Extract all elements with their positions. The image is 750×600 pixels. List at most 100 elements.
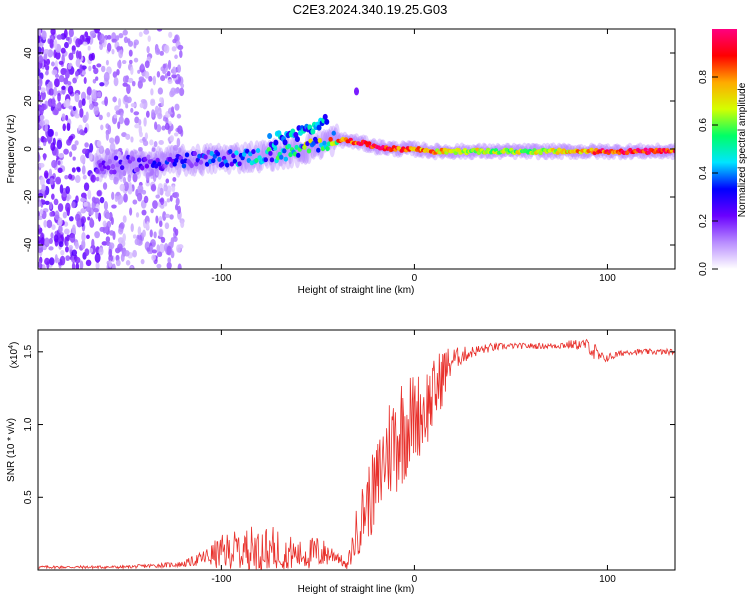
- noise-speckle: [173, 132, 179, 137]
- noise-speckle: [55, 51, 61, 60]
- ridge-core: [251, 149, 256, 155]
- spectrogram-x-label: Height of straight line (km): [298, 285, 415, 296]
- ridge-core: [266, 147, 272, 153]
- ridge-halo: [191, 156, 198, 177]
- noise-speckle: [133, 57, 139, 63]
- ridge-core: [317, 138, 323, 144]
- noise-speckle: [71, 262, 76, 269]
- noise-speckle: [38, 141, 41, 147]
- ridge-core: [116, 167, 122, 173]
- noise-speckle: [89, 217, 94, 225]
- noise-speckle: [42, 30, 47, 41]
- noise-speckle: [133, 149, 138, 154]
- ridge-core: [286, 143, 292, 149]
- noise-speckle: [38, 35, 41, 44]
- noise-speckle: [144, 132, 149, 140]
- noise-speckle: [99, 196, 105, 204]
- noise-speckle: [63, 148, 69, 155]
- noise-speckle: [171, 46, 177, 52]
- ridge-core: [325, 146, 330, 152]
- noise-speckle: [104, 96, 108, 107]
- noise-speckle: [126, 96, 132, 104]
- noise-speckle: [45, 83, 50, 93]
- noise-speckle: [160, 75, 166, 82]
- noise-speckle: [156, 244, 160, 253]
- noise-speckle: [142, 229, 146, 238]
- ridge-core: [135, 167, 140, 173]
- noise-speckle: [102, 220, 107, 228]
- noise-speckle: [134, 238, 140, 246]
- noise-speckle: [38, 137, 41, 143]
- noise-speckle: [81, 231, 86, 242]
- noise-speckle: [147, 35, 151, 43]
- noise-speckle: [176, 244, 181, 253]
- x-tick-label: 0: [412, 574, 418, 585]
- noise-speckle: [140, 259, 145, 265]
- noise-speckle: [59, 255, 66, 266]
- noise-speckle: [111, 191, 115, 200]
- noise-speckle: [88, 151, 93, 161]
- noise-speckle: [99, 33, 105, 44]
- noise-speckle: [66, 122, 71, 132]
- noise-speckle: [46, 219, 53, 229]
- ridge-core: [283, 156, 289, 162]
- noise-speckle: [120, 253, 125, 262]
- ridge-core: [231, 153, 236, 159]
- noise-speckle: [99, 43, 104, 51]
- noise-speckle: [64, 114, 69, 121]
- ridge-core: [115, 162, 120, 168]
- noise-speckle: [48, 88, 55, 96]
- noise-speckle: [170, 250, 175, 259]
- ridge-core: [198, 159, 204, 165]
- noise-speckle: [103, 71, 110, 82]
- noise-speckle: [76, 167, 81, 173]
- spectrogram-y-label: Frequency (Hz): [6, 115, 17, 184]
- noise-speckle: [153, 231, 157, 239]
- noise-speckle: [159, 187, 164, 196]
- noise-speckle: [74, 175, 81, 184]
- noise-speckle: [177, 147, 182, 154]
- noise-speckle: [176, 137, 181, 148]
- noise-speckle: [72, 105, 77, 112]
- noise-speckle: [86, 35, 91, 42]
- ridge-core: [288, 152, 293, 158]
- noise-speckle: [93, 101, 99, 107]
- noise-speckle: [89, 30, 96, 37]
- noise-speckle: [53, 39, 58, 50]
- noise-speckle: [137, 79, 143, 89]
- noise-speckle: [49, 201, 53, 210]
- noise-speckle: [51, 193, 55, 200]
- ridge-core: [279, 154, 284, 160]
- ridge-core: [257, 155, 262, 161]
- noise-speckle: [74, 256, 81, 264]
- noise-speckle: [81, 70, 87, 76]
- noise-speckle: [159, 50, 164, 56]
- ridge-core: [140, 165, 145, 171]
- colorbar-tick-label: 0.0: [698, 262, 709, 276]
- noise-speckle: [165, 117, 169, 125]
- ridge-core: [146, 154, 151, 160]
- spectrogram-y-axis: -40 -20 0 20 40: [23, 47, 675, 252]
- noise-speckle: [123, 193, 128, 203]
- ridge-core: [308, 138, 313, 144]
- noise-speckle: [85, 111, 89, 121]
- noise-speckle: [146, 221, 150, 230]
- noise-speckle: [105, 59, 109, 66]
- noise-speckle: [80, 208, 85, 214]
- noise-speckle: [38, 235, 41, 245]
- noise-speckle: [116, 68, 120, 76]
- noise-speckle: [48, 237, 53, 245]
- noise-speckle: [96, 63, 102, 68]
- noise-speckle: [155, 170, 160, 176]
- noise-speckle: [152, 200, 158, 209]
- ridge-halo: [262, 140, 269, 161]
- noise-speckle: [61, 113, 66, 122]
- noise-speckle: [58, 60, 64, 65]
- noise-speckle: [151, 249, 158, 254]
- noise-speckle: [64, 70, 70, 79]
- noise-speckle: [101, 241, 108, 246]
- ridge-core: [263, 157, 268, 163]
- noise-speckle: [109, 142, 116, 153]
- noise-speckle: [132, 199, 138, 205]
